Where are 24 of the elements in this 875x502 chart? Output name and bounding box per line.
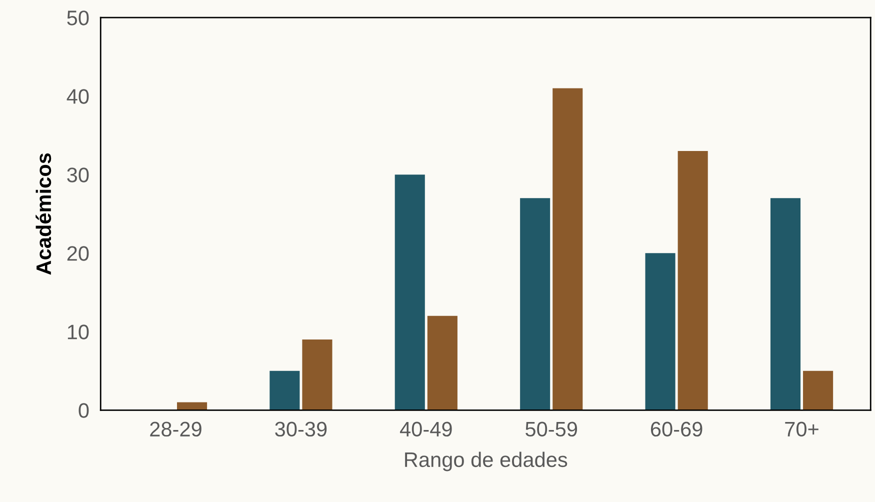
bar (427, 316, 458, 410)
x-tick-label: 70+ (785, 422, 818, 437)
bar (552, 88, 583, 410)
x-tick-label: 60-69 (650, 422, 702, 437)
y-axis-title: Académicos (36, 153, 52, 275)
bar (270, 370, 300, 410)
x-tick-label: 40-49 (400, 422, 452, 437)
bar (678, 151, 708, 410)
x-axis-title: Rango de edades (405, 452, 568, 472)
bar (645, 253, 676, 410)
x-tick-label: 30-39 (275, 422, 327, 437)
bar (770, 198, 801, 410)
y-tick-label: 50 (67, 10, 89, 26)
bar (394, 174, 425, 410)
x-tick-label: 50-59 (526, 422, 578, 437)
y-tick-label: 10 (68, 324, 89, 340)
bar (302, 339, 332, 410)
x-tick-label: 28-29 (150, 422, 202, 437)
y-tick-label: 40 (66, 89, 89, 104)
bar (803, 370, 834, 410)
bar (520, 198, 550, 410)
y-tick-label: 20 (67, 246, 89, 261)
y-tick-label: 30 (67, 168, 89, 182)
y-tick-label: 0 (78, 403, 89, 418)
